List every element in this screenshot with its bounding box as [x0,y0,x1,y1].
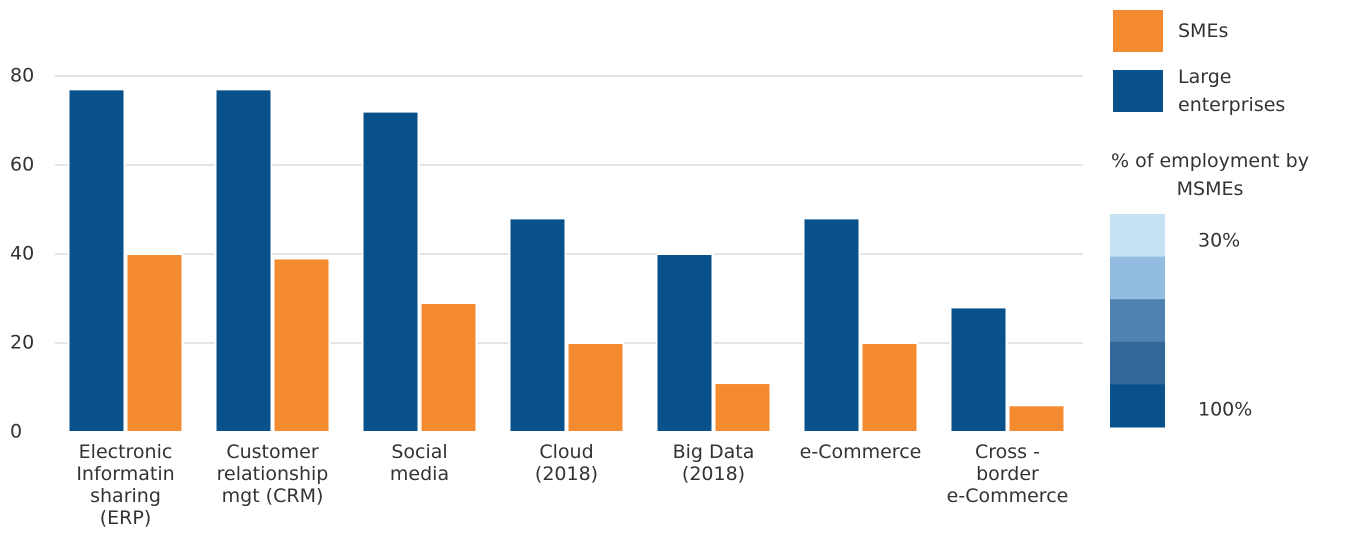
bar [272,257,331,434]
x-tick-label: Big Data (2018) [673,441,755,485]
bar [125,253,184,433]
x-tick-label: Electronic Informatin sharing (ERP) [76,441,174,529]
x-tick-label: Social media [390,441,449,485]
bar [655,253,714,433]
legend-label: Large enterprises [1178,66,1285,116]
legend-swatch [1113,70,1163,112]
bar [214,88,273,433]
color-scale-swatch [1110,384,1165,428]
legend-swatch [1113,10,1163,52]
y-tick-label: 0 [10,421,22,443]
color-scale-swatch [1110,256,1165,300]
color-scale-title: % of employment by MSMEs [1111,150,1309,200]
x-tick-label: Cloud (2018) [535,441,598,485]
color-scale-swatch [1110,299,1165,343]
bar [566,342,625,433]
bar [361,110,420,433]
color-scale-label: 100% [1198,399,1252,421]
bar [713,382,772,433]
y-tick-label: 80 [10,65,34,87]
y-tick-label: 40 [10,243,34,265]
bar [860,342,919,433]
bar [949,306,1008,433]
y-tick-label: 60 [10,154,34,176]
y-tick-label: 20 [10,332,34,354]
legend-label: SMEs [1178,20,1228,42]
color-scale-label: 30% [1198,230,1240,252]
bar [802,217,861,433]
bar [419,301,478,434]
bar [508,217,567,433]
color-scale-swatch [1110,341,1165,385]
bar [67,88,126,433]
color-scale-swatch [1110,214,1165,258]
bar [1007,404,1066,433]
x-tick-label: e-Commerce [800,441,922,463]
x-tick-label: Customer relationship mgt (CRM) [217,441,329,507]
x-tick-label: Cross -border e-Commerce [947,441,1069,507]
